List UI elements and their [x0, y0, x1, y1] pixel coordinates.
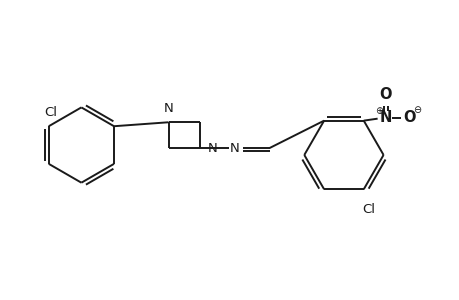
Text: N: N [230, 142, 239, 154]
Text: O: O [402, 110, 414, 125]
Text: N: N [163, 102, 173, 115]
Text: N: N [208, 142, 218, 154]
Text: O: O [379, 87, 391, 102]
Text: N: N [379, 110, 391, 125]
Text: ⊕: ⊕ [375, 106, 383, 116]
Text: Cl: Cl [361, 203, 375, 216]
Text: ⊖: ⊖ [412, 105, 420, 115]
Text: Cl: Cl [44, 106, 57, 119]
